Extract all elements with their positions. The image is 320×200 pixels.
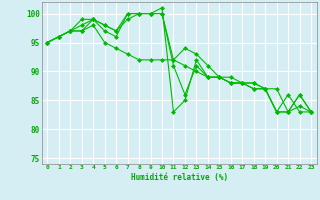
X-axis label: Humidité relative (%): Humidité relative (%) bbox=[131, 173, 228, 182]
